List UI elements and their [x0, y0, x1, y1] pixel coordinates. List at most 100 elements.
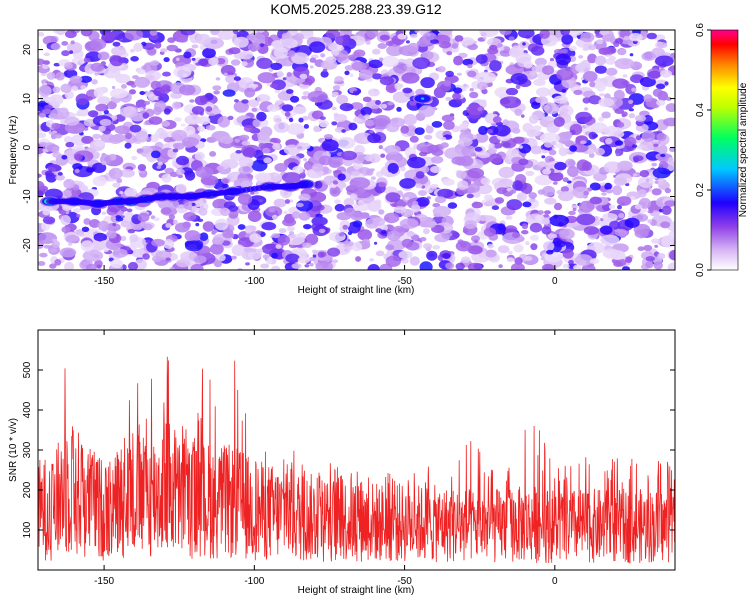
heatmap-cell [302, 242, 312, 248]
heatmap-cell [38, 173, 42, 178]
heatmap-cell [222, 228, 234, 239]
heatmap-cell [197, 116, 211, 125]
heatmap-cell [560, 30, 570, 36]
heatmap-cell [293, 106, 307, 114]
heatmap-cell [589, 258, 600, 265]
heatmap-cell [68, 242, 73, 246]
heatmap-cell [638, 176, 654, 188]
heatmap-cell [298, 117, 304, 123]
heatmap-cell [360, 106, 372, 117]
heatmap-cell [51, 122, 61, 130]
heatmap-cell [311, 216, 328, 226]
heatmap-cell [302, 91, 310, 96]
snr-ylabel: SNR (10 * v/v) [8, 418, 19, 482]
heatmap-cell [647, 219, 653, 224]
heatmap-cell [521, 114, 525, 118]
heatmap-cell [502, 46, 511, 52]
heatmap-cell [234, 99, 239, 103]
heatmap-cell [334, 76, 344, 82]
heatmap-cell [222, 178, 229, 184]
heatmap-cell [498, 264, 503, 268]
heatmap-cell [125, 132, 132, 140]
heatmap-cell [220, 207, 231, 217]
heatmap-cell [594, 65, 608, 74]
heatmap-cell [350, 102, 364, 110]
heatmap-cell [65, 141, 75, 148]
heatmap-cell [614, 38, 624, 44]
heatmap-cell [177, 174, 183, 179]
y-tick-label: 200 [22, 481, 33, 498]
heatmap-cell [488, 146, 497, 154]
heatmap-cell [588, 95, 602, 105]
heatmap-cell [103, 248, 109, 252]
heatmap-cell [74, 153, 83, 161]
heatmap-cell [508, 36, 515, 41]
heatmap-cell [407, 156, 426, 169]
heatmap-cell [573, 89, 583, 96]
heatmap-cell [161, 120, 171, 127]
heatmap-cell [304, 78, 309, 83]
heatmap-cell [409, 256, 420, 266]
snr-plot-area [38, 330, 675, 570]
heatmap-cell [558, 191, 574, 202]
heatmap-cell [487, 128, 493, 134]
heatmap-cell [298, 212, 311, 221]
heatmap-cell [595, 81, 606, 92]
heatmap-cell [216, 58, 226, 65]
heatmap-cell [244, 87, 256, 98]
heatmap-cell [277, 234, 291, 246]
heatmap-cell [381, 103, 388, 109]
heatmap-cell [346, 31, 352, 36]
heatmap-cell [366, 168, 374, 176]
heatmap-cell [205, 106, 213, 112]
heatmap-cell [467, 70, 477, 78]
heatmap-cell [532, 125, 542, 131]
heatmap-cell [235, 150, 242, 154]
heatmap-cell [303, 157, 307, 162]
heatmap-cell [544, 142, 553, 148]
heatmap-cell [604, 182, 612, 190]
heatmap-cell [227, 115, 234, 121]
heatmap-cell [286, 89, 294, 94]
heatmap-cell [202, 47, 216, 59]
heatmap-cell [601, 111, 611, 119]
heatmap-cell [273, 46, 289, 59]
heatmap-cell [456, 170, 467, 179]
heatmap-cell [137, 69, 146, 75]
heatmap-cell [358, 69, 373, 80]
heatmap-cell [314, 180, 323, 189]
heatmap-cell [437, 188, 454, 199]
heatmap-cell [494, 87, 511, 98]
heatmap-cell [176, 155, 189, 166]
heatmap-cell [139, 91, 145, 95]
heatmap-cell [521, 230, 529, 235]
heatmap-cell [487, 47, 499, 55]
heatmap-cell [241, 61, 248, 67]
heatmap-cell [440, 142, 449, 148]
heatmap-cell [265, 257, 273, 265]
heatmap-cell [147, 48, 157, 56]
heatmap-cell [153, 106, 162, 116]
heatmap-cell [401, 238, 414, 248]
heatmap-cell [378, 145, 383, 150]
heatmap-cell [384, 212, 400, 224]
heatmap-cell [38, 31, 45, 37]
heatmap-cell [601, 192, 607, 196]
x-tick-label: -50 [397, 576, 412, 587]
heatmap-cell [51, 130, 58, 134]
heatmap-cell [338, 232, 345, 237]
heatmap-cell [341, 129, 346, 133]
heatmap-cell [217, 116, 231, 128]
heatmap-cell [496, 187, 508, 195]
heatmap-cell [442, 178, 455, 186]
heatmap-cell [57, 172, 63, 176]
heatmap-cell [542, 263, 555, 270]
heatmap-cell [510, 189, 517, 194]
heatmap-cell [576, 213, 596, 226]
heatmap-cell [124, 30, 144, 41]
heatmap-cell [457, 180, 469, 190]
heatmap-cell [372, 48, 381, 55]
heatmap-cell [52, 146, 60, 154]
heatmap-cell [374, 241, 378, 245]
heatmap-cell [273, 121, 290, 133]
